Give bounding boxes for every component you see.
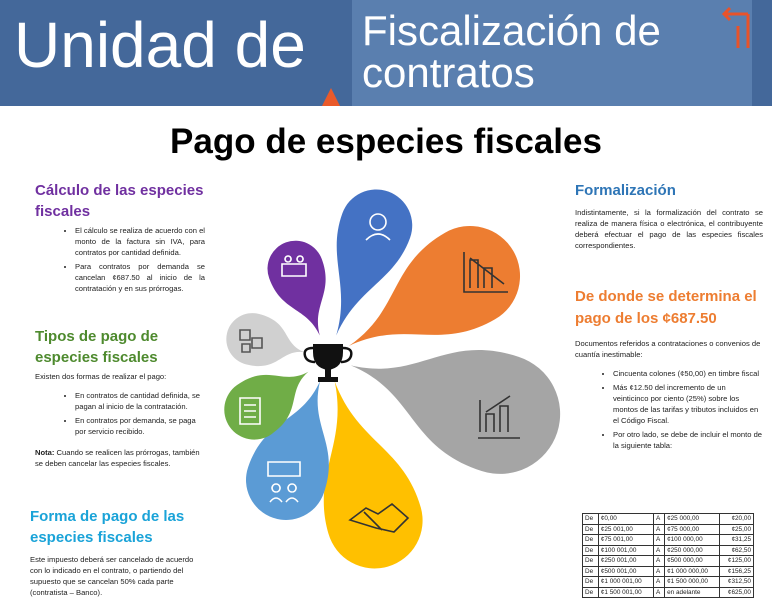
header-title-right: Fiscalización de contratos (362, 7, 661, 96)
petal (323, 381, 423, 569)
page-title: Pago de especies fiscales (170, 122, 602, 161)
table-cell: De (582, 555, 599, 567)
section-heading: Formalización (575, 182, 676, 199)
table-cell: De (582, 513, 599, 525)
table-cell: A (652, 565, 666, 577)
bullet-list: El cálculo se realiza de acuerdo con el … (35, 225, 205, 294)
table-cell: A (652, 523, 666, 535)
section: De donde se determina el pago de los ¢68… (575, 286, 763, 454)
table-cell: ¢31,25 (719, 534, 754, 546)
petal (348, 226, 521, 346)
table-cell: ¢25 001,00 (597, 523, 654, 535)
flower-graphic (224, 189, 561, 569)
table-cell: ¢25 000,00 (664, 513, 721, 525)
table-cell: De (582, 586, 599, 598)
table-cell: ¢100 000,00 (664, 534, 721, 546)
section-heading: Cálculo de las especies fiscales (35, 182, 204, 220)
table-cell: ¢312,50 (719, 576, 754, 588)
table-cell: ¢156,25 (719, 565, 754, 577)
table-cell: De (582, 534, 599, 546)
table-cell: ¢25,00 (719, 523, 754, 535)
corner-icon (721, 6, 750, 48)
table-cell: en adelante (664, 586, 721, 598)
table-cell: ¢100 001,00 (597, 544, 654, 556)
petals (224, 189, 561, 569)
table-cell: A (652, 576, 666, 588)
table-row: De ¢250 001,00 A ¢500 000,00 ¢125,00 (582, 555, 754, 567)
table-row: De ¢500 001,00 A ¢1 000 000,00 ¢156,25 (582, 565, 754, 577)
paragraph: Documentos referidos a contrataciones o … (575, 339, 761, 359)
table-cell: ¢625,00 (719, 586, 754, 598)
petal-icons (239, 213, 520, 533)
header-decor (322, 6, 750, 106)
petal (336, 189, 413, 336)
note: Nota: Cuando se realicen las prórrogas, … (35, 447, 200, 469)
note-label: Nota: (35, 448, 55, 457)
table-row: De ¢1 000 001,00 A ¢1 500 000,00 ¢312,50 (582, 576, 754, 588)
table-cell: ¢500 000,00 (664, 555, 721, 567)
fee-table: De ¢0,00 A ¢25 000,00 ¢20,00 De ¢25 001,00 A ¢75… (582, 513, 754, 598)
table-cell: A (652, 586, 666, 598)
bullet: En contratos de cantidad definida, se pa… (75, 390, 200, 412)
table-cell: ¢75 000,00 (664, 523, 721, 535)
header-title-left: Unidad de (14, 9, 306, 81)
section-heading: Forma de pago de las especies fiscales (30, 508, 185, 546)
table-row: De ¢100 001,00 A ¢250 000,00 ¢62,50 (582, 544, 754, 556)
table-cell: A (652, 534, 666, 546)
table-row: De ¢0,00 A ¢25 000,00 ¢20,00 (582, 513, 754, 525)
bullet: En contratos por demanda, se paga por se… (75, 415, 200, 437)
section-heading: De donde se determina el pago de los ¢68… (575, 288, 757, 327)
table-cell: ¢250 001,00 (597, 555, 654, 567)
paragraph: Indistintamente, si la formalización del… (575, 208, 763, 250)
table-cell: De (582, 544, 599, 556)
table-cell: De (582, 576, 599, 588)
table-cell: ¢1 000 001,00 (597, 576, 654, 588)
bullet: El cálculo se realiza de acuerdo con el … (75, 225, 205, 258)
paragraph: Existen dos formas de realizar el pago: (35, 372, 167, 381)
section: Forma de pago de las especies fiscales E… (30, 506, 205, 601)
table-cell: ¢0,00 (597, 513, 654, 525)
bullet: Para contratos por demanda se cancelan ¢… (75, 261, 205, 294)
section: Tipos de pago de especies fiscales Exist… (35, 326, 200, 472)
table-cell: A (652, 544, 666, 556)
table-cell: ¢1 500 000,00 (664, 576, 721, 588)
trophy-icon (303, 344, 353, 382)
petal (350, 350, 561, 474)
table-cell: ¢20,00 (719, 513, 754, 525)
section: Cálculo de las especies fiscales El cálc… (35, 180, 205, 297)
table-cell: ¢250 000,00 (664, 544, 721, 556)
table-cell: ¢1 500 001,00 (597, 586, 654, 598)
header-panel (352, 0, 752, 106)
bullet: Más ¢12.50 del incremento de un veintici… (613, 382, 763, 426)
table-cell: ¢62,50 (719, 544, 754, 556)
table-cell: A (652, 513, 666, 525)
note-text: Cuando se realicen las prórrogas, tambié… (35, 448, 200, 468)
table-cell: A (652, 555, 666, 567)
bullet-list: Cincuenta colones (¢50,00) en timbre fis… (575, 368, 763, 451)
orange-triangle (322, 88, 340, 106)
table-row: De ¢25 001,00 A ¢75 000,00 ¢25,00 (582, 523, 754, 535)
petal (226, 313, 305, 366)
table-cell: De (582, 565, 599, 577)
table-cell: ¢1 000 000,00 (664, 565, 721, 577)
section: Formalización Indistintamente, si la for… (575, 180, 763, 254)
table-cell: ¢500 001,00 (597, 565, 654, 577)
section-heading: Tipos de pago de especies fiscales (35, 328, 159, 366)
petal (224, 371, 309, 440)
bullet: Cincuenta colones (¢50,00) en timbre fis… (613, 368, 763, 379)
table-cell: De (582, 523, 599, 535)
bullet: Por otro lado, se debe de incluir el mon… (613, 429, 763, 451)
table-cell: ¢75 001,00 (597, 534, 654, 546)
table-cell: ¢125,00 (719, 555, 754, 567)
bullet-list: En contratos de cantidad definida, se pa… (35, 390, 200, 437)
paragraph: Este impuesto deberá ser cancelado de ac… (30, 555, 194, 597)
table-row: De ¢75 001,00 A ¢100 000,00 ¢31,25 (582, 534, 754, 546)
petal (246, 380, 329, 520)
